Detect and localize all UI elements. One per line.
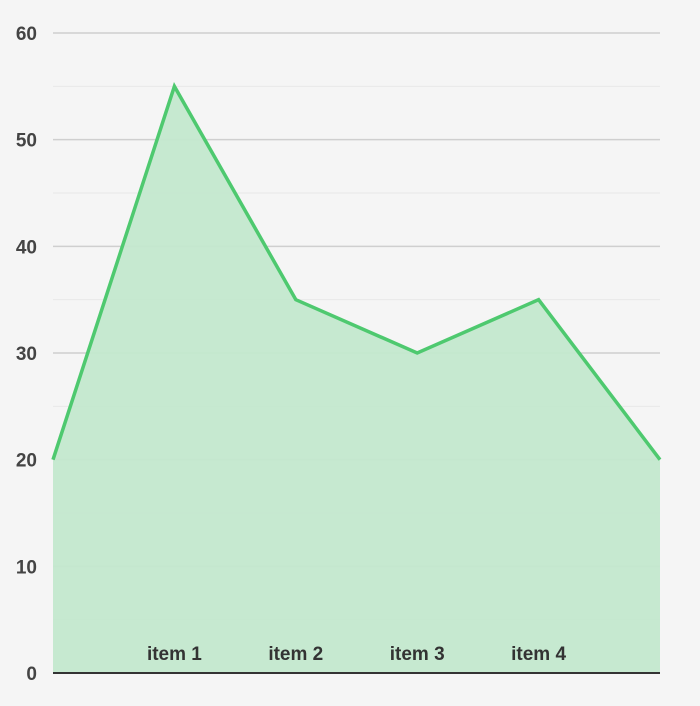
series-line — [51, 82, 662, 461]
y-tick-label: 50 — [16, 131, 37, 152]
y-tick-label: 60 — [16, 24, 37, 45]
y-tick-label: 40 — [16, 237, 37, 258]
x-tick-label: item 1 — [147, 644, 202, 665]
area-series — [51, 82, 662, 674]
x-tick-label: item 3 — [390, 644, 445, 665]
x-tick-label: item 4 — [511, 644, 566, 665]
tick-labels: 0 10 20 30 40 50 60 item 1 item 2 item 3 item 4 — [16, 24, 567, 685]
y-tick-label: 0 — [26, 664, 37, 685]
y-tick-label: 30 — [16, 344, 37, 365]
area-fill — [53, 86, 660, 674]
y-tick-label: 20 — [16, 451, 37, 472]
x-tick-label: item 2 — [268, 644, 323, 665]
y-tick-label: 10 — [16, 557, 37, 578]
